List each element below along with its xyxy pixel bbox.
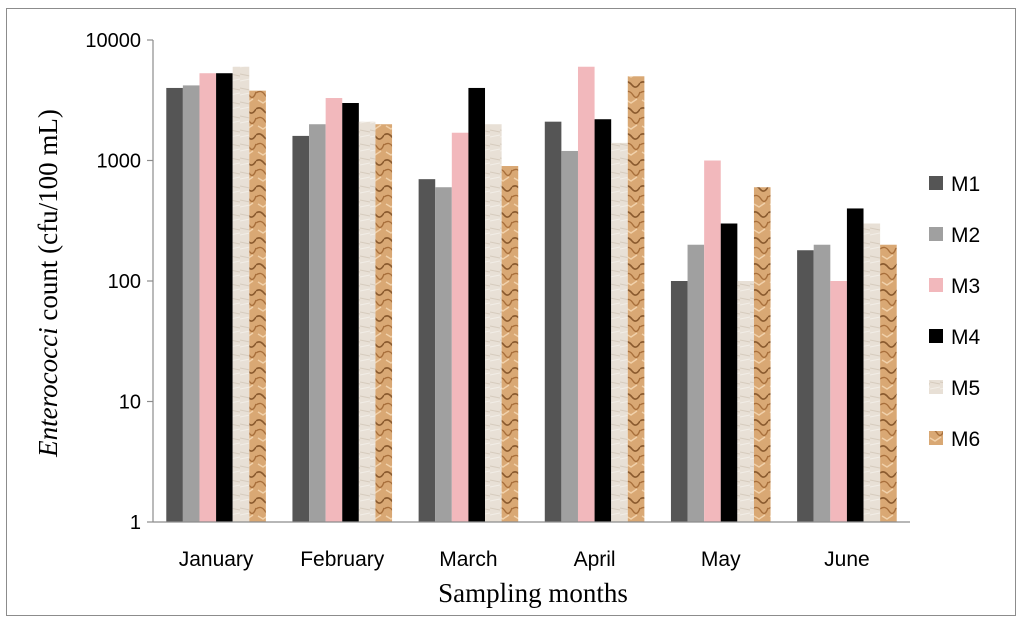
x-axis-title: Sampling months [438, 578, 628, 608]
legend-label-m6: M6 [951, 428, 980, 451]
bar-m3-may [704, 160, 721, 522]
y-tick-label: 10 [119, 392, 141, 414]
bar-m1-june [797, 250, 814, 522]
category-label: June [824, 548, 870, 571]
bar-m6-june [880, 244, 897, 522]
bar-m6-january [249, 90, 266, 522]
bar-m3-june [830, 281, 847, 522]
chart-frame [6, 8, 1016, 616]
bar-m4-april [594, 119, 612, 522]
bar-m2-april [561, 150, 578, 522]
bar-m2-may [687, 244, 705, 522]
y-tick-label: 10000 [85, 30, 141, 52]
bar-m6-april [627, 76, 645, 523]
category-label: April [574, 548, 616, 571]
y-axis-title-italic: Enterococci [33, 327, 63, 457]
bar-m2-january [182, 85, 200, 522]
bar-m1-april [544, 121, 562, 522]
bars-group [166, 66, 897, 523]
category-label: May [701, 548, 741, 571]
bar-m2-march [435, 187, 452, 522]
bar-m1-february [292, 135, 310, 522]
bar-m3-february [325, 98, 343, 522]
bar-m4-may [720, 223, 738, 522]
bar-m4-february [342, 103, 359, 522]
bar-m5-june [863, 223, 881, 522]
bar-m5-january [232, 66, 250, 522]
bar-m2-february [309, 124, 326, 522]
category-label: March [439, 548, 497, 571]
legend-swatch-m3 [929, 278, 943, 292]
bar-m4-march [468, 87, 486, 522]
bar-m3-january [199, 73, 217, 522]
y-tick-label: 1 [130, 512, 141, 534]
bar-m6-may [753, 187, 771, 522]
y-axis-title-rest: count (cfu/100 mL) [33, 109, 63, 327]
bar-m6-march [501, 166, 519, 522]
bar-m6-february [375, 124, 393, 522]
bar-m4-january [216, 73, 233, 522]
legend-label-m5: M5 [951, 377, 980, 400]
bar-m5-march [485, 124, 502, 522]
legend-swatch-m1 [929, 176, 943, 190]
legend-swatch-m6 [929, 431, 943, 445]
legend-label-m3: M3 [951, 275, 980, 298]
bar-m1-may [670, 281, 688, 522]
bar-m5-february [358, 121, 376, 522]
legend: M1 M2 M3 M4 M5 M6 [929, 173, 980, 451]
category-label: February [300, 548, 385, 571]
legend-label-m2: M2 [951, 224, 980, 247]
legend-swatch-m5 [929, 380, 943, 394]
bar-m3-march [451, 132, 469, 523]
y-axis-ticks: 1 10 100 1000 10000 [85, 30, 153, 534]
bar-m1-january [166, 87, 183, 522]
y-axis-title: Enterococci count (cfu/100 mL) [33, 109, 63, 458]
category-label: January [179, 548, 254, 571]
bar-m3-april [577, 66, 595, 522]
legend-label-m4: M4 [951, 326, 980, 349]
bar-m1-march [418, 179, 436, 522]
legend-label-m1: M1 [951, 173, 980, 196]
legend-swatch-m4 [929, 329, 943, 343]
bar-m2-june [813, 244, 831, 522]
category-labels: January February March April May June [179, 548, 870, 571]
bar-m5-april [611, 142, 628, 522]
bar-m5-may [737, 281, 754, 522]
bar-m4-june [846, 208, 864, 522]
y-tick-label: 1000 [97, 151, 142, 173]
legend-swatch-m2 [929, 227, 943, 241]
y-tick-label: 100 [108, 271, 141, 293]
